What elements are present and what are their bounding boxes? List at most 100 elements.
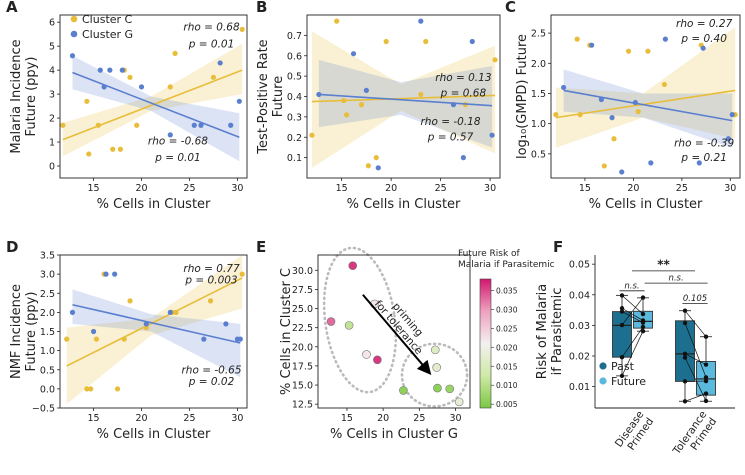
paired-point (640, 311, 646, 317)
x-axis-label: % Cells in Cluster G (330, 427, 458, 442)
y-tick-label: 2.5 (40, 289, 55, 300)
data-point (350, 51, 357, 57)
data-point (316, 91, 322, 98)
y-tick-label: 0.01 (569, 382, 590, 393)
y-tick-label: 4 (49, 66, 55, 77)
y-tick-label: 0.04 (569, 290, 590, 301)
paired-line (684, 322, 707, 378)
y-tick-label: 0.3 (287, 112, 302, 123)
x-axis-label: % Cells in Cluster (589, 197, 703, 212)
plot-frame (59, 14, 248, 179)
y-tick-label: 0.4 (287, 92, 302, 103)
y-axis-label: log₁₀(GMPD) Future (515, 34, 530, 159)
box (675, 320, 695, 382)
paired-line (684, 310, 707, 337)
data-point (143, 325, 149, 331)
data-point (101, 84, 107, 90)
legend-label: Cluster G (82, 28, 133, 41)
data-point (489, 132, 495, 138)
stat-annotation: rho = -0.65 (181, 365, 241, 377)
group-ellipse-disease (322, 246, 398, 394)
x-tick-label: 25 (183, 183, 195, 194)
x-tick-label: 25 (676, 183, 688, 194)
stat-annotation: rho = 0.77 (183, 263, 240, 275)
colorbar-tick-label: 0.005 (496, 400, 518, 409)
panel-label: D (6, 238, 18, 256)
category-label: DiseasePrimed (613, 409, 656, 457)
data-point (445, 384, 455, 394)
paired-line (621, 326, 644, 358)
y-axis-label: Test-Positive Rate (256, 39, 271, 154)
colorbar (479, 278, 492, 409)
data-point (645, 48, 651, 54)
y-tick-label: 2.5 (531, 29, 546, 40)
x-tick-label: 30 (484, 183, 496, 194)
y-tick-label: 1.5 (531, 89, 546, 100)
data-point (210, 74, 217, 80)
paired-line (621, 295, 644, 315)
panel-label: B (256, 0, 267, 16)
data-point (239, 271, 245, 277)
data-point (228, 122, 234, 128)
y-axis-label: if Parasitemic (550, 288, 565, 376)
y-tick-label: 0.5 (531, 149, 546, 160)
paired-point (619, 309, 625, 314)
data-point (375, 165, 381, 171)
paired-point (703, 334, 709, 339)
data-point (358, 102, 365, 108)
data-point (344, 321, 354, 330)
confidence-band (555, 27, 736, 148)
colorbar-tick-label: 0.035 (496, 286, 518, 295)
y-tick-label: 1.0 (40, 346, 55, 357)
data-point (601, 163, 607, 169)
data-point (362, 350, 371, 359)
x-tick-label: 30 (231, 183, 243, 194)
data-point (619, 169, 625, 175)
y-tick-label: 1.5 (40, 327, 55, 338)
y-tick-label: 3.0 (40, 270, 55, 281)
significance-label: ** (657, 257, 670, 271)
y-axis-label: Risk of Malaria (535, 284, 550, 379)
data-point (167, 84, 173, 90)
data-point (611, 136, 617, 142)
data-point (309, 132, 315, 138)
x-tick-label: 15 (88, 183, 100, 194)
data-point (93, 336, 100, 342)
y-tick-label: 0.02 (569, 351, 590, 362)
data-point (90, 328, 97, 335)
data-point (236, 98, 242, 104)
data-point (661, 81, 668, 88)
legend-label: Future (611, 375, 646, 388)
x-tick-label: 25 (435, 183, 447, 194)
paired-point (703, 398, 709, 404)
y-tick-label: 0.6 (287, 51, 302, 62)
confidence-band (72, 289, 241, 378)
paired-point (640, 324, 646, 330)
stat-annotation: rho = -0.39 (674, 138, 734, 150)
y-tick-label: 0.03 (569, 321, 590, 332)
x-tick-label: 30 (449, 413, 461, 424)
data-point (117, 146, 124, 152)
confidence-band (318, 59, 493, 148)
data-point (648, 160, 654, 166)
priming-arrow (362, 294, 432, 375)
regression-line (72, 303, 241, 344)
data-point (598, 96, 605, 103)
data-point (134, 122, 140, 128)
data-point (95, 122, 101, 128)
data-point (430, 345, 440, 355)
y-tick-label: 0.5 (40, 365, 55, 376)
y-tick-label: 17.5 (292, 361, 313, 372)
panel-label: C (505, 0, 516, 16)
data-point (60, 122, 66, 128)
data-point (127, 74, 133, 80)
legend-label: Cluster C (82, 13, 133, 26)
plot-frame (317, 254, 471, 409)
y-tick-label: 1.0 (531, 119, 546, 130)
data-point (121, 336, 127, 342)
significance-label: n.s. (624, 281, 639, 291)
paired-point (682, 399, 688, 404)
y-tick-label: 20.0 (292, 342, 313, 353)
stat-annotation: p = 0.57 (427, 131, 474, 143)
data-point (341, 97, 347, 104)
